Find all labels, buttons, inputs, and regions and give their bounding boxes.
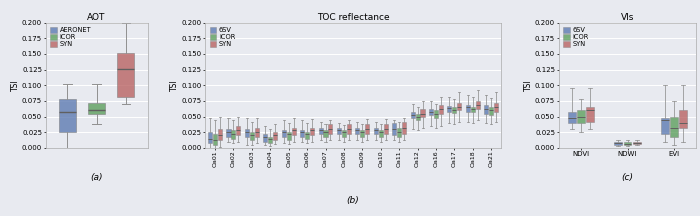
PathPatch shape — [323, 130, 328, 137]
PathPatch shape — [680, 110, 687, 128]
PathPatch shape — [416, 114, 419, 120]
PathPatch shape — [439, 105, 443, 114]
PathPatch shape — [342, 130, 346, 137]
PathPatch shape — [59, 99, 76, 132]
PathPatch shape — [457, 103, 461, 110]
PathPatch shape — [88, 103, 105, 114]
PathPatch shape — [281, 130, 286, 137]
PathPatch shape — [365, 124, 370, 134]
PathPatch shape — [374, 128, 378, 134]
PathPatch shape — [268, 137, 272, 143]
PathPatch shape — [466, 105, 470, 112]
PathPatch shape — [397, 128, 401, 137]
Title: TOC reflectance: TOC reflectance — [317, 13, 389, 22]
PathPatch shape — [494, 103, 498, 112]
PathPatch shape — [300, 130, 304, 137]
PathPatch shape — [287, 132, 290, 140]
PathPatch shape — [263, 134, 267, 142]
PathPatch shape — [577, 110, 585, 123]
PathPatch shape — [208, 132, 212, 143]
Title: VIs: VIs — [621, 13, 634, 22]
PathPatch shape — [337, 128, 341, 134]
PathPatch shape — [661, 118, 668, 134]
PathPatch shape — [447, 106, 452, 112]
PathPatch shape — [410, 112, 414, 118]
Title: AOT: AOT — [88, 13, 106, 22]
Legend: 6SV, iCOR, SYN: 6SV, iCOR, SYN — [562, 26, 590, 49]
PathPatch shape — [384, 124, 388, 134]
PathPatch shape — [305, 132, 309, 139]
PathPatch shape — [633, 142, 641, 144]
PathPatch shape — [237, 126, 241, 135]
PathPatch shape — [213, 134, 217, 145]
Text: (a): (a) — [90, 173, 103, 182]
PathPatch shape — [255, 128, 259, 137]
PathPatch shape — [347, 124, 351, 134]
PathPatch shape — [484, 105, 488, 114]
PathPatch shape — [614, 142, 622, 145]
PathPatch shape — [227, 129, 230, 137]
PathPatch shape — [429, 109, 433, 115]
PathPatch shape — [489, 107, 493, 115]
PathPatch shape — [250, 132, 254, 140]
PathPatch shape — [476, 101, 480, 109]
PathPatch shape — [118, 53, 134, 97]
PathPatch shape — [568, 112, 575, 123]
PathPatch shape — [470, 107, 475, 112]
PathPatch shape — [318, 128, 323, 134]
PathPatch shape — [356, 128, 359, 134]
PathPatch shape — [452, 107, 456, 113]
PathPatch shape — [232, 130, 235, 139]
PathPatch shape — [360, 130, 364, 137]
PathPatch shape — [587, 107, 594, 122]
PathPatch shape — [292, 128, 295, 135]
PathPatch shape — [328, 124, 332, 134]
Text: (c): (c) — [622, 173, 634, 182]
PathPatch shape — [245, 129, 249, 137]
Legend: 6SV, iCOR, SYN: 6SV, iCOR, SYN — [209, 26, 237, 49]
Legend: AERONET, iCOR, SYN: AERONET, iCOR, SYN — [49, 26, 92, 49]
Y-axis label: TSI: TSI — [170, 79, 179, 91]
PathPatch shape — [624, 142, 631, 145]
Y-axis label: TSI: TSI — [524, 79, 533, 91]
Y-axis label: TSI: TSI — [10, 79, 20, 91]
PathPatch shape — [273, 132, 277, 140]
PathPatch shape — [379, 130, 383, 137]
PathPatch shape — [434, 110, 438, 118]
Text: (b): (b) — [346, 195, 360, 205]
PathPatch shape — [421, 109, 424, 117]
PathPatch shape — [670, 117, 678, 137]
PathPatch shape — [392, 123, 396, 135]
PathPatch shape — [402, 122, 406, 134]
PathPatch shape — [218, 129, 222, 140]
PathPatch shape — [310, 128, 314, 135]
